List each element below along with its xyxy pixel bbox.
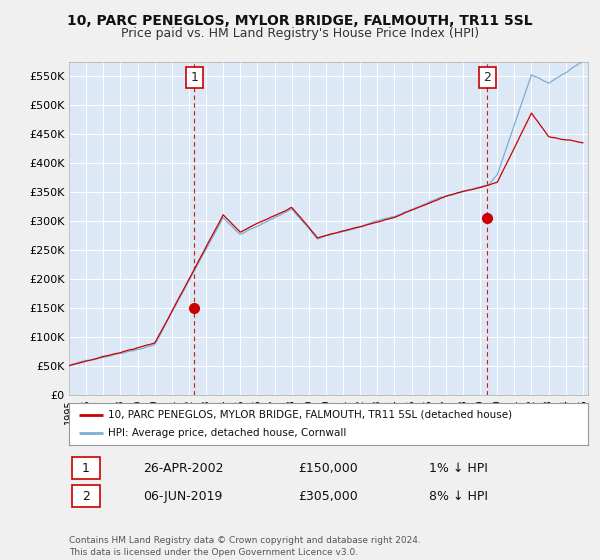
Text: 1% ↓ HPI: 1% ↓ HPI [429, 461, 488, 475]
Text: 8% ↓ HPI: 8% ↓ HPI [429, 489, 488, 503]
Text: 06-JUN-2019: 06-JUN-2019 [143, 489, 223, 503]
FancyBboxPatch shape [71, 486, 100, 507]
Text: HPI: Average price, detached house, Cornwall: HPI: Average price, detached house, Corn… [108, 428, 346, 438]
Text: 26-APR-2002: 26-APR-2002 [143, 461, 223, 475]
FancyBboxPatch shape [185, 67, 203, 88]
Text: 10, PARC PENEGLOS, MYLOR BRIDGE, FALMOUTH, TR11 5SL (detached house): 10, PARC PENEGLOS, MYLOR BRIDGE, FALMOUT… [108, 410, 512, 420]
Text: £150,000: £150,000 [299, 461, 358, 475]
Text: Contains HM Land Registry data © Crown copyright and database right 2024.
This d: Contains HM Land Registry data © Crown c… [69, 536, 421, 557]
Text: Price paid vs. HM Land Registry's House Price Index (HPI): Price paid vs. HM Land Registry's House … [121, 27, 479, 40]
Text: 2: 2 [82, 489, 90, 503]
Text: 10, PARC PENEGLOS, MYLOR BRIDGE, FALMOUTH, TR11 5SL: 10, PARC PENEGLOS, MYLOR BRIDGE, FALMOUT… [67, 14, 533, 28]
FancyBboxPatch shape [71, 458, 100, 479]
Text: 1: 1 [190, 71, 199, 84]
Text: 2: 2 [484, 71, 491, 84]
Text: £305,000: £305,000 [299, 489, 358, 503]
Text: 1: 1 [82, 461, 90, 475]
FancyBboxPatch shape [479, 67, 496, 88]
